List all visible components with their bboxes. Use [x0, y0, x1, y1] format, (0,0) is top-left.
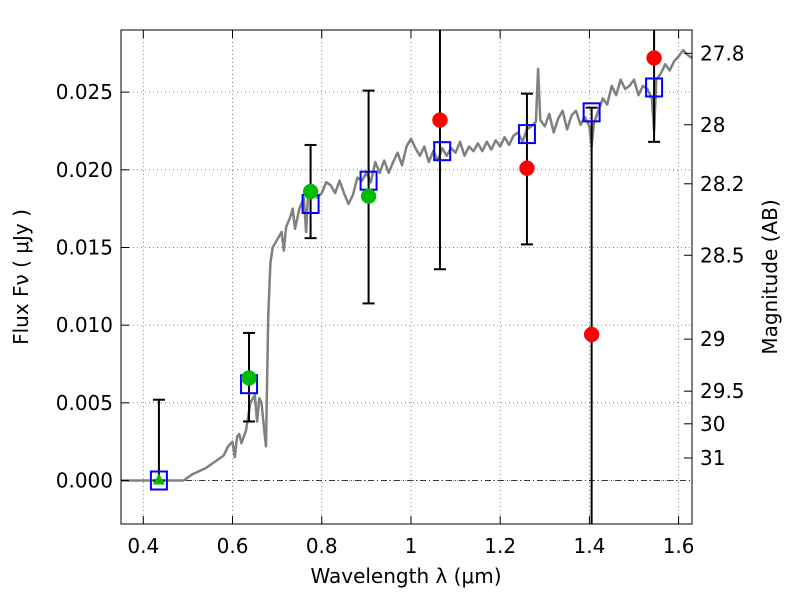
photometry-point	[360, 188, 377, 204]
photometry-point	[583, 326, 600, 343]
model-band-square	[582, 102, 601, 123]
x-tick-label: 0.6	[217, 534, 249, 558]
x-tick-label: 1.4	[573, 534, 605, 558]
right-tick-label: 30	[700, 412, 725, 436]
axis-ticks	[121, 30, 692, 524]
right-tick-label: 31	[700, 446, 725, 470]
y-tick-label: 0.015	[56, 235, 113, 259]
y-tick-label: 0.005	[56, 391, 113, 415]
x-tick-label: 1	[405, 534, 418, 558]
right-tick-label: 29.5	[700, 379, 745, 403]
photometry-point	[302, 183, 319, 200]
sed-model-curve	[121, 48, 693, 482]
model-band-square	[517, 124, 536, 145]
x-tick-label: 0.4	[127, 534, 159, 558]
y-tick-label: 0.025	[56, 80, 113, 104]
x-tick-label: 1.2	[484, 534, 516, 558]
right-tick-label: 28.2	[700, 172, 745, 196]
y-tick-label: 0.000	[56, 469, 113, 493]
right-tick-label: 27.8	[700, 41, 745, 65]
right-tick-label: 29	[700, 327, 725, 351]
x-tick-label: 1.6	[663, 534, 695, 558]
photometry-point	[241, 370, 257, 386]
plot-frame	[120, 29, 693, 525]
tick-labels: 0.4 0.6 0.8 1 1.2 1.4 1.6 0.000 0.005 0.010 0.015 0…	[56, 41, 745, 558]
photometry-point	[646, 50, 662, 66]
upper-limit-triangle	[152, 473, 165, 485]
model-band-square	[149, 470, 168, 491]
sed-model-line	[121, 48, 693, 482]
model-band-square	[433, 141, 452, 162]
right-tick-label: 28.5	[700, 243, 745, 267]
y-tick-label: 0.020	[56, 158, 113, 182]
model-band-square	[645, 77, 664, 98]
y-tick-label: 0.010	[56, 313, 113, 337]
photometry-point	[432, 112, 448, 128]
photometry-point	[519, 160, 535, 177]
x-tick-label: 0.8	[306, 534, 338, 558]
x-axis-label: Wavelength λ (μm)	[310, 564, 501, 588]
right-axis-label: Magnitude (AB)	[758, 199, 782, 354]
y-axis-label: Flux Fν ( μJy )	[9, 209, 33, 345]
photometry-markers	[149, 50, 664, 491]
right-tick-label: 28	[700, 113, 725, 137]
